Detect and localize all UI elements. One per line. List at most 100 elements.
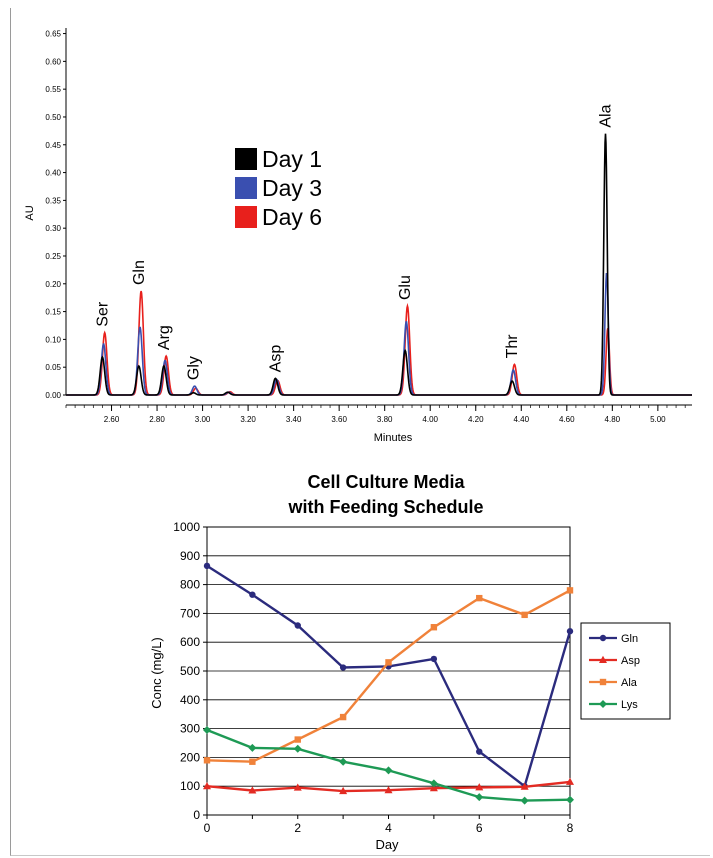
data-point-lys (203, 726, 211, 735)
peak-label-asp: Asp (267, 345, 284, 373)
x-tick-label: 4 (385, 821, 392, 835)
data-point-ala (249, 758, 256, 765)
y-tick-label: 0.35 (45, 196, 61, 205)
data-point-ala (566, 587, 574, 594)
peak-labels: Ser Gln Arg Gly Asp Glu Thr Ala (94, 104, 614, 380)
data-point-ala (385, 659, 392, 666)
data-point-gln (476, 748, 483, 755)
y-tick-label: 0.45 (45, 141, 61, 150)
trace-day-1 (66, 133, 692, 396)
legend-label: Day 3 (262, 175, 322, 201)
y-tick-label: 0.10 (45, 335, 61, 344)
data-point-ala (430, 624, 438, 631)
legend-marker (599, 700, 607, 708)
data-point-gln (294, 622, 301, 629)
x-tick-label: 3.40 (286, 415, 302, 424)
y-tick-label: 0.60 (45, 57, 61, 66)
legend-label: Ala (621, 677, 638, 689)
y-tick-label: 0.15 (45, 308, 61, 317)
y-tick-label: 200 (180, 750, 200, 764)
figure-frame (10, 8, 710, 856)
chromatogram-traces (66, 133, 692, 396)
y-tick-label: 900 (180, 549, 200, 563)
y-tick-label: 300 (180, 722, 200, 736)
data-point-lys (339, 757, 348, 766)
data-point-lys (475, 793, 484, 802)
x-axis-label: Day (375, 837, 399, 852)
legend-swatch (235, 177, 257, 199)
y-tick-label: 500 (180, 664, 200, 678)
chromatogram-legend: Day 1 Day 3 Day 6 (235, 146, 322, 230)
x-tick-label: 3.60 (331, 415, 347, 424)
peak-label-arg: Arg (156, 325, 173, 350)
peak-label-gly: Gly (185, 356, 202, 380)
chart-title-line2: with Feeding Schedule (287, 497, 483, 517)
legend-label: Day 1 (262, 146, 322, 172)
y-axis-label: AU (24, 205, 36, 220)
y-tick-label: 1000 (173, 520, 200, 534)
data-point-lys (293, 744, 302, 753)
x-tick-label: 0 (204, 821, 211, 835)
data-point-asp (520, 782, 529, 790)
peak-label-glu: Glu (397, 275, 414, 300)
y-tick-label: 0.25 (45, 252, 61, 261)
data-point-lys (520, 796, 529, 805)
y-tick-label: 0.20 (45, 280, 61, 289)
y-tick-label: 0.65 (45, 30, 61, 39)
y-tick-label: 100 (180, 779, 200, 793)
x-tick-label: 4.60 (559, 415, 575, 424)
data-point-ala (203, 757, 211, 764)
peak-label-thr: Thr (504, 334, 521, 359)
x-tick-label: 8 (567, 821, 574, 835)
data-point-asp (203, 782, 211, 790)
data-point-gln (249, 591, 256, 598)
data-point-asp (429, 784, 438, 792)
y-tick-label: 0.40 (45, 169, 61, 178)
x-tick-label: 4.40 (513, 415, 529, 424)
data-point-lys (384, 766, 393, 775)
data-point-asp (248, 786, 257, 794)
y-tick-label: 600 (180, 635, 200, 649)
y-tick-label: 0.50 (45, 113, 61, 122)
legend-marker (599, 634, 607, 642)
legend-marker (599, 655, 607, 663)
y-tick-label: 0.00 (45, 391, 61, 400)
data-point-lys (566, 795, 574, 804)
x-tick-label: 6 (476, 821, 483, 835)
data-point-asp (475, 783, 484, 791)
y-axis-label: Conc (mg/L) (149, 637, 164, 709)
series-lines (203, 562, 574, 805)
peak-label-gln: Gln (131, 260, 148, 285)
chromatogram-axes: 0.00 0.05 0.10 0.15 0.20 0.25 0.30 0.35 0.40 0.45… (45, 28, 692, 424)
x-tick-label: 4.00 (422, 415, 438, 424)
y-tick-label: 700 (180, 606, 200, 620)
y-tick-label: 0.55 (45, 85, 61, 94)
x-tick-label: 3.20 (240, 415, 256, 424)
data-point-lys (429, 779, 438, 788)
legend: Gln Asp Ala Lys (580, 622, 671, 720)
data-point-ala (521, 611, 528, 619)
legend-marker (599, 678, 607, 686)
legend-swatch (235, 206, 257, 228)
data-point-ala (476, 594, 483, 602)
x-tick-label: 2 (294, 821, 301, 835)
data-point-ala (294, 736, 301, 743)
chromatogram-chart: AU Minutes 0.000.050.100.150.200.250.300… (24, 28, 692, 444)
x-tick-label: 2.60 (104, 415, 120, 424)
data-point-asp (293, 783, 302, 791)
legend-label: Day 6 (262, 204, 322, 230)
data-point-asp (339, 786, 348, 795)
legend-label: Gln (621, 633, 638, 645)
y-tick-label: 400 (180, 693, 200, 707)
x-tick-label: 3.00 (195, 415, 211, 424)
data-point-asp (384, 786, 393, 794)
peak-label-ala: Ala (597, 104, 614, 127)
x-tick-label: 2.80 (149, 415, 165, 424)
legend-label: Asp (621, 655, 640, 667)
y-tick-label: 0.30 (45, 224, 61, 233)
data-point-asp (566, 777, 574, 785)
y-tick-label: 0.05 (45, 363, 61, 372)
x-tick-label: 4.80 (605, 415, 621, 424)
data-point-gln (339, 664, 347, 671)
